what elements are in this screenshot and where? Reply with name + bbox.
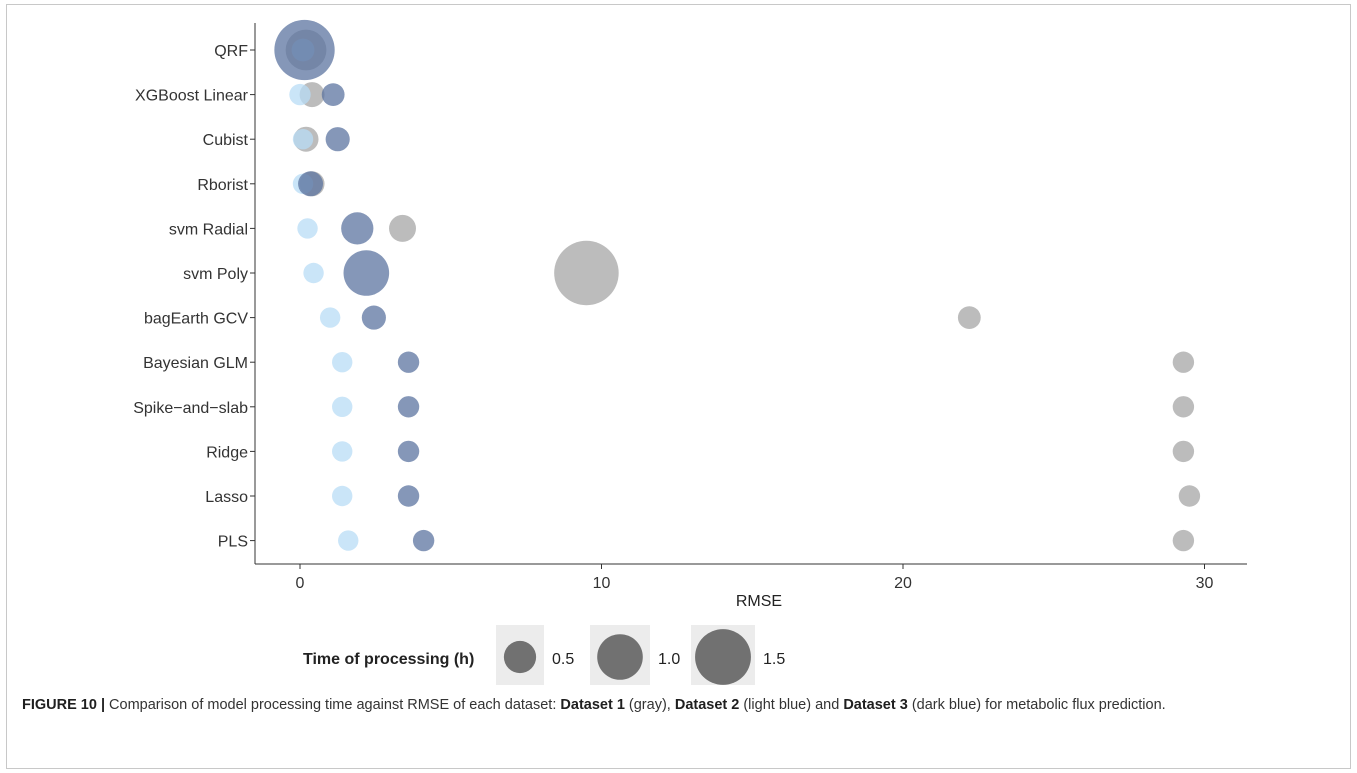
caption-text-3: (light blue) and xyxy=(739,697,844,713)
y-tick-label-cubist: Cubist xyxy=(203,132,249,149)
bubble-dataset-3-pls xyxy=(412,529,435,552)
y-tick-label-qrf: QRF xyxy=(214,43,248,60)
bubble-dataset-2-cubist xyxy=(292,129,314,150)
x-tick-label: 0 xyxy=(296,575,305,592)
bubble-dataset-2-bagearth-gcv xyxy=(319,307,341,328)
y-tick-label-bayesian-glm: Bayesian GLM xyxy=(143,355,248,372)
bubble-dataset-3-bagearth-gcv xyxy=(361,305,386,330)
size-legend: Time of processing (h) 0.5 1.0 1.5 xyxy=(303,625,785,685)
y-tick-label-lasso: Lasso xyxy=(205,489,248,506)
y-tick-label-svm-poly: svm Poly xyxy=(183,266,248,283)
bubble-dataset-1-lasso xyxy=(1178,485,1201,507)
y-tick-label-spike-and-slab: Spike−and−slab xyxy=(133,400,248,417)
y-tick-label-bagearth-gcv: bagEarth GCV xyxy=(144,311,248,328)
bubble-dataset-1-svm-poly xyxy=(554,240,619,306)
bubble-dataset-2-xgboost-linear xyxy=(289,83,311,106)
chart-labels: QRF XGBoost Linear Cubist Rborist svm Radial… xyxy=(133,43,1213,610)
bubble-dataset-1-pls xyxy=(1172,529,1195,552)
size-legend-label-1: 0.5 xyxy=(552,651,574,668)
bubble-dataset-3-lasso xyxy=(397,485,420,507)
bubble-chart: QRF XGBoost Linear Cubist Rborist svm Radial… xyxy=(133,19,1247,685)
x-tick-label: 20 xyxy=(894,575,912,592)
bubble-dataset-2-svm-poly xyxy=(303,262,324,284)
bubble-dataset-3-cubist xyxy=(325,127,350,152)
size-legend-label-3: 1.5 xyxy=(763,651,785,668)
bubble-dataset-1-bagearth-gcv xyxy=(957,306,981,330)
bubble-dataset-1-bayesian-glm xyxy=(1172,351,1195,373)
caption-dataset-1: Dataset 1 xyxy=(560,697,625,713)
figure-caption: FIGURE 10 | Comparison of model processi… xyxy=(22,695,1347,716)
bubble-dataset-2-lasso xyxy=(332,485,353,507)
size-legend-bubble-1 xyxy=(503,640,537,674)
bubble-dataset-3-svm-radial xyxy=(341,212,374,245)
chart-bubbles xyxy=(274,19,1201,552)
y-tick-label-svm-radial: svm Radial xyxy=(169,221,248,238)
caption-text-1: Comparison of model processing time agai… xyxy=(105,697,561,713)
figure-label: FIGURE 10 | xyxy=(22,697,106,713)
bubble-dataset-1-ridge xyxy=(1172,440,1195,463)
figure-frame: QRF XGBoost Linear Cubist Rborist svm Radial… xyxy=(6,4,1351,769)
x-tick-label: 10 xyxy=(593,575,611,592)
bubble-dataset-3-spike-and-slab xyxy=(397,396,420,418)
y-tick-label-xgboost-linear: XGBoost Linear xyxy=(135,88,249,105)
bubble-dataset-3-bayesian-glm xyxy=(397,351,420,373)
bubble-dataset-3-rborist xyxy=(298,171,324,197)
x-tick-label: 30 xyxy=(1196,575,1214,592)
bubble-dataset-1-svm-radial xyxy=(389,214,417,242)
bubble-dataset-2-ridge xyxy=(332,441,353,462)
chart-axes xyxy=(250,23,1247,569)
caption-dataset-2: Dataset 2 xyxy=(674,697,740,713)
size-legend-bubble-3 xyxy=(695,629,751,685)
bubble-dataset-2-pls xyxy=(338,530,359,551)
size-legend-bubble-2 xyxy=(597,634,643,680)
y-tick-label-ridge: Ridge xyxy=(206,444,248,461)
bubble-dataset-2-bayesian-glm xyxy=(332,352,353,373)
caption-text-4: (dark blue) for metabolic flux predictio… xyxy=(907,697,1166,713)
y-tick-label-pls: PLS xyxy=(218,534,248,551)
bubble-dataset-2-svm-radial xyxy=(297,218,318,239)
caption-text-2: (gray), xyxy=(624,697,675,713)
bubble-dataset-3-ridge xyxy=(397,440,420,463)
size-legend-label-2: 1.0 xyxy=(658,651,680,668)
y-tick-label-rborist: Rborist xyxy=(197,177,248,194)
bubble-dataset-3-xgboost-linear xyxy=(321,83,345,107)
caption-dataset-3: Dataset 3 xyxy=(843,697,908,713)
bubble-dataset-1-spike-and-slab xyxy=(1172,396,1195,418)
bubble-dataset-3-svm-poly xyxy=(343,250,390,296)
bubble-dataset-2-spike-and-slab xyxy=(332,396,353,417)
size-legend-title: Time of processing (h) xyxy=(303,651,474,668)
bubble-dataset-3-qrf xyxy=(274,19,335,81)
x-axis-title: RMSE xyxy=(736,593,782,610)
